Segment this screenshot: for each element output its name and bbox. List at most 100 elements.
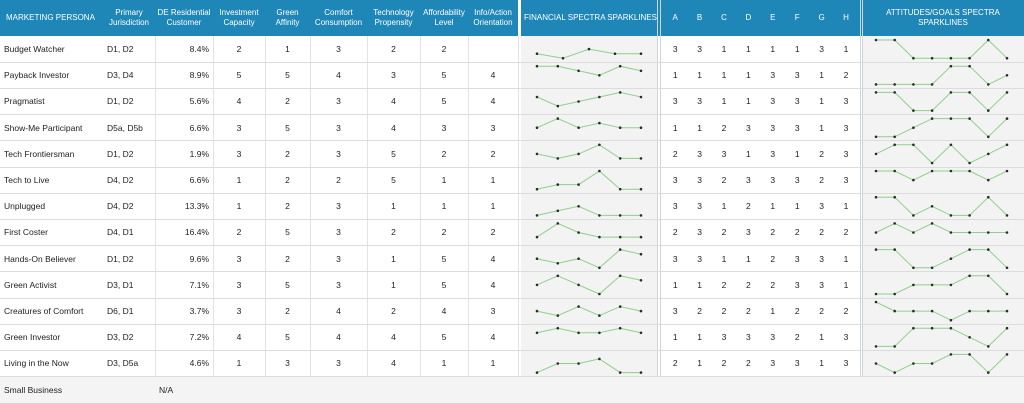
attitudes-sparkline-row-1 [874,38,1009,60]
investment-cell: 4 [236,96,242,107]
jurisdiction-cell: D5a, D5b [107,122,143,133]
financial-sparkline-row-13-point [535,371,539,374]
letter-h-cell: 1 [843,201,849,212]
persona-name: Show-Me Participant [4,122,83,133]
attitudes-sparkline-row-2-point [893,83,896,86]
attitudes-sparkline-row-9-point [949,257,953,261]
column-divider [420,36,421,376]
financial-sparkline-row-7-point [639,214,643,217]
attitudes-sparkline-row-8-point [968,231,971,234]
affordability-cell: 5 [441,70,447,81]
attitudes-sparkline-row-7-line [876,196,1008,217]
column-divider [860,0,861,376]
attitudes-sparkline-row-12-point [930,326,934,330]
letter-c-cell: 1 [721,201,727,212]
info-cell: 1 [490,175,496,186]
financial-sparkline-row-2-line [537,65,642,76]
attitudes-sparkline-row-13-point [1005,353,1009,356]
financial-sparkline-row-7-point [598,214,601,217]
letter-a-cell: 1 [672,279,678,290]
attitudes-sparkline-row-1-point [1005,56,1009,60]
attitudes-sparkline-row-1-point [987,38,990,42]
attitudes-sparkline-row-10-point [1005,292,1009,296]
financial-sparkline-row-2-point [639,69,643,73]
info-cell: 2 [490,148,496,159]
column-divider [310,36,311,376]
row-divider [0,323,1024,325]
financial-sparkline-row-9-point [639,252,643,256]
financial-sparkline-row-8-point [535,235,539,239]
affordability-cell: 2 [441,227,447,238]
letter-e-cell: 3 [770,358,776,369]
letter-e-cell: 3 [770,96,776,107]
financial-sparkline-row-11-point [535,309,539,313]
financial-sparkline-row-10-point [577,283,580,287]
attitudes-sparkline-row-13 [874,353,1009,374]
letter-f-cell: 3 [794,70,800,81]
attitudes-sparkline-row-4-point [987,135,990,139]
attitudes-sparkline-row-7-point [968,214,971,217]
letter-h-cell: 3 [843,148,849,159]
attitudes-sparkline-row-7-point [874,195,878,199]
attitudes-sparkline-row-1-line [876,39,1008,59]
jurisdiction-cell: D1, D2 [107,96,134,107]
letter-b-cell: 3 [697,253,702,264]
letter-h-cell: 1 [843,279,849,290]
affordability-cell: 1 [441,358,447,369]
financial-sparkline-row-13-point [639,371,643,374]
financial-sparkline-row-11-point [639,309,643,313]
financial-sparkline-row-3-point [639,95,643,99]
comfort-cell: 3 [336,201,341,212]
letter-e-cell: 1 [770,201,776,212]
comfort-cell: 3 [336,227,341,238]
attitudes-sparkline-row-3-point [968,91,971,94]
financial-sparkline-row-6-point [639,187,643,191]
attitudes-sparkline-row-6-point [912,178,915,182]
financial-sparkline-row-3 [535,91,643,108]
financial-sparkline-row-4-point [535,126,539,129]
residential-percent-cell: 5.6% [189,96,209,107]
financial-sparkline-row-10-point [618,274,622,278]
financial-sparkline-row-5-point [618,157,622,160]
comfort-cell: 4 [336,332,341,343]
financial-sparkline-row-12-point [577,331,580,335]
financial-sparkline-row-5-point [535,152,539,156]
financial-sparkline-row-8 [535,222,643,239]
attitudes-sparkline-row-5-point [930,161,934,165]
attitudes-sparkline-row-3-line [876,91,1008,112]
header-jurisdiction: Primary Jurisdiction [103,0,155,36]
attitudes-sparkline-row-1-point [893,38,896,42]
financial-sparkline-row-5-point [639,157,643,160]
financial-sparkline-row-11-point [618,305,622,308]
financial-sparkline-row-9-point [577,257,580,261]
financial-sparkline-row-10-point [535,283,539,287]
financial-sparkline-row-13-line [536,358,641,374]
residential-percent-cell: 8.9% [189,70,209,81]
green-cell: 5 [285,70,290,81]
attitudes-sparkline-row-2-point [874,83,878,86]
letter-f-cell: 3 [794,175,800,186]
letter-d-cell: 1 [746,148,751,159]
financial-sparkline-row-1-point [639,52,643,55]
jurisdiction-cell: D4, D1 [107,227,134,238]
letter-f-cell: 2 [794,227,800,238]
financial-sparkline-row-4-line [536,118,641,129]
financial-sparkline-row-9 [535,248,643,270]
green-cell: 2 [285,175,290,186]
column-divider [155,36,156,376]
green-cell: 2 [285,306,290,317]
letter-c-cell: 1 [721,96,727,107]
financial-sparkline-row-2 [535,64,643,77]
attitudes-sparkline-row-2-point [912,83,915,86]
attitudes-sparkline-row-10-point [930,283,934,287]
letter-c-cell: 2 [721,358,727,369]
letter-e-cell: 3 [770,122,776,133]
attitudes-sparkline-row-8-line [875,222,1007,234]
technology-cell: 4 [391,332,396,343]
technology-cell: 5 [391,175,396,186]
attitudes-sparkline-row-5-point [949,143,953,147]
attitudes-sparkline-row-8-point [1005,231,1009,234]
letter-d-cell: 3 [746,227,751,238]
letter-f-cell: 2 [794,306,800,317]
financial-sparkline-row-4-point [598,121,601,125]
